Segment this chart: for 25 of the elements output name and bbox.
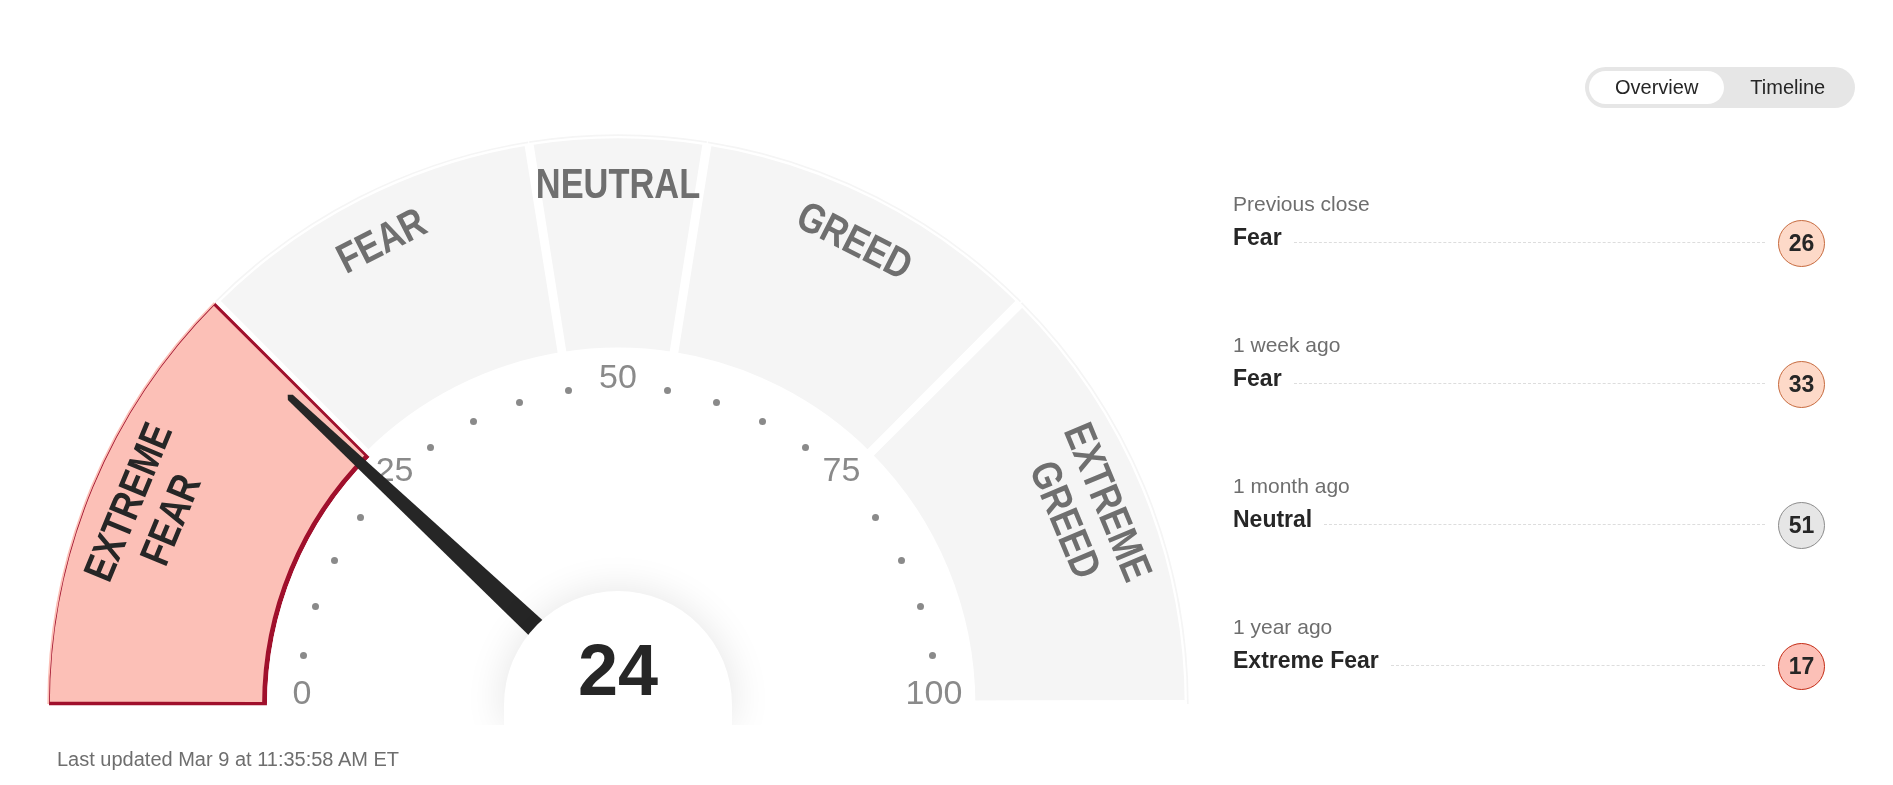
text: 24 [576, 630, 660, 710]
text: Fear [1233, 365, 1282, 391]
score-badge: 33 [1778, 361, 1825, 408]
text: Fear [1233, 224, 1282, 250]
data-label: 17 [1788, 653, 1815, 680]
slice-label: FEAR [328, 197, 434, 283]
text: 50 [599, 357, 637, 396]
text: Neutral [1233, 506, 1313, 532]
data-label: 33 [1788, 371, 1815, 398]
text: 75 [822, 449, 861, 488]
text: Extreme Fear [1233, 647, 1379, 673]
data-label: 26 [1788, 230, 1815, 257]
category-label: 1 year ago [1233, 615, 1333, 639]
category-label: 1 week ago [1233, 333, 1341, 357]
view-toggle[interactable]: Overview Timeline [1585, 67, 1856, 108]
slice-label: NEUTRAL [535, 159, 701, 207]
text: 0 [292, 673, 312, 712]
text: Last updated Mar 9 at 11:35:58 AM ET [57, 747, 400, 772]
score-badge: 51 [1778, 502, 1825, 549]
score-badge: 26 [1778, 220, 1825, 267]
category-label: Previous close [1233, 192, 1370, 216]
data-label: 51 [1788, 512, 1815, 539]
category-label: 1 month ago [1233, 474, 1350, 498]
text: 100 [905, 673, 963, 712]
score-badge: 17 [1778, 643, 1825, 690]
